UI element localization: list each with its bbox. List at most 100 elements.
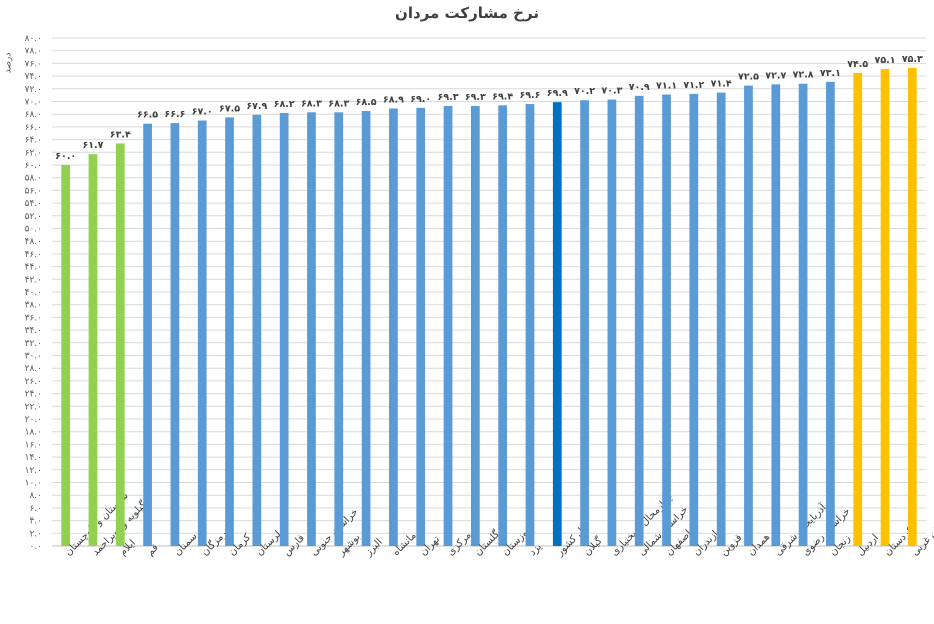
data-label: ۷۵.۳ xyxy=(902,54,923,65)
bar xyxy=(470,105,480,546)
y-tick-label: ۸.۰ xyxy=(29,491,42,501)
y-tick-label: ۷۰.۰ xyxy=(25,98,42,108)
bar xyxy=(744,85,753,546)
y-tick-label: ۳۴.۰ xyxy=(25,326,42,336)
y-tick-label: ۷۶.۰ xyxy=(25,59,42,69)
y-tick-label: ۴۸.۰ xyxy=(25,237,42,247)
y-tick-label: ۲۶.۰ xyxy=(25,377,42,387)
bar xyxy=(225,117,234,546)
y-tick-label: ۴۶.۰ xyxy=(25,250,42,260)
y-tick-label: ۶۰.۰ xyxy=(25,161,42,171)
bar xyxy=(307,112,316,547)
data-label: ۷۱.۲ xyxy=(683,80,704,91)
data-label: ۶۹.۳ xyxy=(438,92,459,103)
y-tick-label: ۵۰.۰ xyxy=(25,225,42,235)
y-tick-label: ۶۸.۰ xyxy=(25,110,42,120)
bar xyxy=(443,105,453,546)
bar xyxy=(389,108,398,547)
data-label: ۶۶.۵ xyxy=(137,110,158,121)
bar xyxy=(279,112,289,547)
y-tick-label: ۶۴.۰ xyxy=(25,136,42,146)
bar xyxy=(88,154,98,546)
data-label: ۶۸.۲ xyxy=(274,99,295,110)
data-label: ۶۶.۶ xyxy=(164,109,185,120)
y-tick-label: ۳۰.۰ xyxy=(25,352,42,362)
data-label: ۷۲.۷ xyxy=(765,70,786,81)
y-tick-label: ۱۲.۰ xyxy=(25,466,42,476)
data-label: ۶۷.۹ xyxy=(246,101,267,112)
y-tick-label: ۸۰.۰ xyxy=(25,34,42,44)
data-label: ۷۴.۵ xyxy=(847,59,868,70)
data-label: ۶۹.۹ xyxy=(547,88,568,99)
data-label: ۶۰.۰ xyxy=(55,151,76,162)
bar xyxy=(798,83,808,546)
data-label: ۶۸.۵ xyxy=(356,97,377,108)
data-label: ۶۷.۵ xyxy=(219,103,240,114)
data-label: ۶۸.۹ xyxy=(383,94,404,105)
y-tick-label: ۴۰.۰ xyxy=(25,288,42,298)
data-label: ۶۷.۰ xyxy=(192,107,213,118)
data-label: ۶۹.۳ xyxy=(465,92,486,103)
data-label: ۷۰.۹ xyxy=(629,82,650,93)
y-tick-label: ۵۸.۰ xyxy=(25,174,42,184)
bar xyxy=(662,94,671,546)
y-tick-label: ۶.۰ xyxy=(29,504,42,514)
data-label: ۶۸.۳ xyxy=(328,98,349,109)
chart-title: نرخ مشارکت مردان xyxy=(395,4,539,22)
y-tick-label: ۳۲.۰ xyxy=(25,339,42,349)
bar xyxy=(716,92,726,547)
y-tick-label: ۴۲.۰ xyxy=(25,275,42,285)
bar xyxy=(880,69,890,547)
data-label: ۶۸.۳ xyxy=(301,98,322,109)
bar xyxy=(143,123,152,546)
data-label: ۷۳.۱ xyxy=(820,68,841,79)
bar xyxy=(689,93,699,546)
y-tick-label: ۳۸.۰ xyxy=(25,301,42,311)
data-label: ۶۹.۰ xyxy=(410,94,431,105)
bar xyxy=(170,123,180,546)
y-tick-label: ۲۲.۰ xyxy=(25,402,42,412)
bar xyxy=(607,99,617,546)
y-tick-label: ۳۶.۰ xyxy=(25,313,42,323)
y-tick-label: ۶۶.۰ xyxy=(25,123,42,133)
bar xyxy=(826,81,835,546)
bar xyxy=(61,165,71,546)
data-label: ۶۱.۷ xyxy=(82,140,103,151)
y-tick-label: ۷۸.۰ xyxy=(25,47,42,57)
y-tick-label: ۱۸.۰ xyxy=(25,428,42,438)
y-tick-label: ۲.۰ xyxy=(29,529,42,539)
y-tick-label: ۷۲.۰ xyxy=(25,85,42,95)
data-label: ۷۲.۸ xyxy=(793,70,814,81)
bar xyxy=(853,72,863,547)
y-tick-label: ۶۲.۰ xyxy=(25,148,42,158)
bar xyxy=(552,102,562,546)
bar xyxy=(771,84,781,546)
data-label: ۶۳.۴ xyxy=(110,129,131,140)
data-label: ۷۱.۱ xyxy=(656,81,677,92)
y-tick-label: ۵۶.۰ xyxy=(25,186,42,196)
bar xyxy=(197,120,207,547)
bar xyxy=(907,67,917,546)
bar xyxy=(634,95,644,546)
y-tick-label: ۴.۰ xyxy=(29,517,42,527)
y-tick-label: ۱۰.۰ xyxy=(25,479,42,489)
y-tick-label: ۴۴.۰ xyxy=(25,263,42,273)
y-tick-label: ۱۶.۰ xyxy=(25,440,42,450)
y-tick-label: ۰.۰ xyxy=(29,542,42,552)
y-tick-label: ۲۰.۰ xyxy=(25,415,42,425)
data-label: ۷۱.۴ xyxy=(711,79,732,90)
bar xyxy=(416,107,426,546)
data-label: ۷۲.۵ xyxy=(738,72,759,83)
y-tick-label: ۵۲.۰ xyxy=(25,212,42,222)
y-tick-label: ۲۸.۰ xyxy=(25,364,42,374)
data-label: ۷۵.۱ xyxy=(875,55,896,66)
y-tick-label: ۱۴.۰ xyxy=(25,453,42,463)
data-label: ۷۰.۳ xyxy=(601,86,622,97)
y-tick-label: ۵۴.۰ xyxy=(25,199,42,209)
bar xyxy=(361,111,371,547)
bar xyxy=(525,104,535,546)
y-tick-label: ۲۴.۰ xyxy=(25,390,42,400)
data-label: ۷۰.۲ xyxy=(574,86,595,97)
bar xyxy=(252,114,262,547)
